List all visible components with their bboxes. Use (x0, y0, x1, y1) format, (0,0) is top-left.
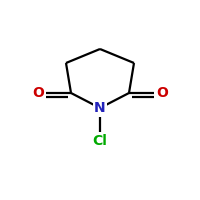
Text: O: O (156, 86, 168, 100)
Text: O: O (32, 86, 44, 100)
Text: N: N (94, 101, 106, 115)
Text: Cl: Cl (93, 134, 107, 148)
